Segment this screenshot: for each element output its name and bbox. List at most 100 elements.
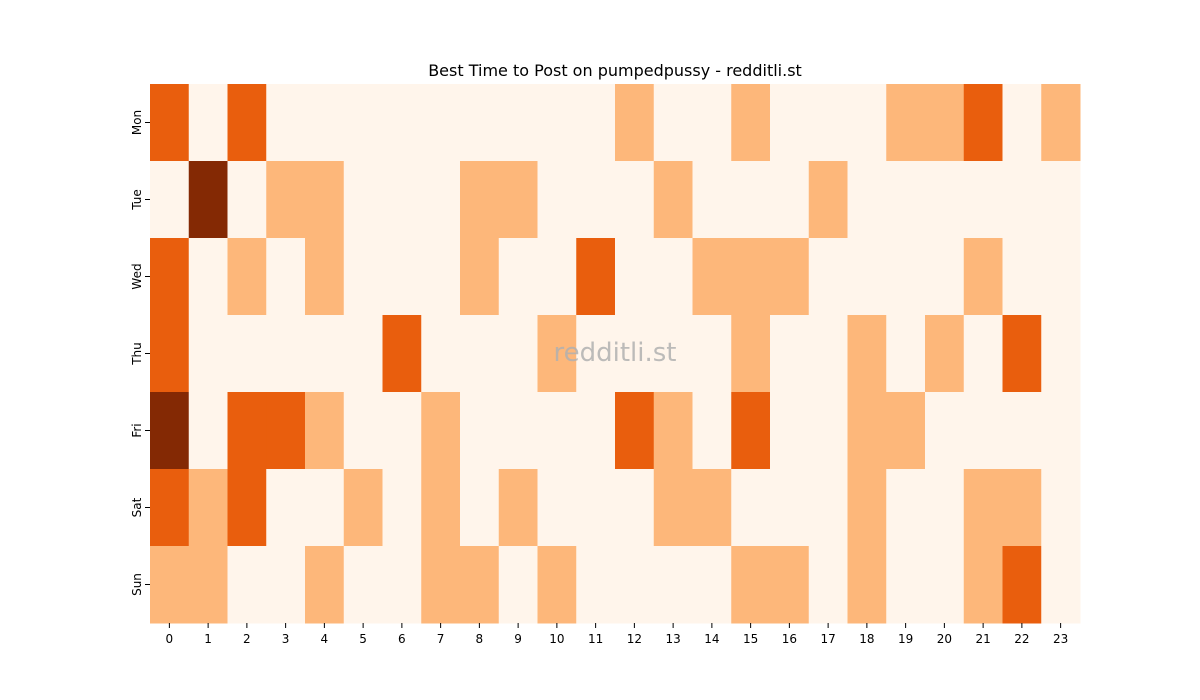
heatmap-cell: [537, 392, 577, 470]
heatmap-cell: [886, 84, 926, 162]
heatmap-cell: [343, 84, 383, 162]
heatmap-cell: [576, 238, 616, 316]
heatmap-cell: [150, 392, 190, 470]
heatmap-cell: [1041, 469, 1081, 547]
heatmap-cell: [188, 84, 228, 162]
x-tick-label: 8: [476, 632, 484, 646]
heatmap-cell: [808, 469, 848, 547]
heatmap-cell: [421, 84, 461, 162]
heatmap-cell: [653, 315, 693, 393]
heatmap-cell: [847, 161, 887, 239]
heatmap-cell: [266, 315, 306, 393]
heatmap-cell: [266, 161, 306, 239]
heatmap-cell: [343, 546, 383, 624]
heatmap-cell: [1041, 315, 1081, 393]
heatmap-cell: [460, 238, 500, 316]
heatmap-cell: [576, 161, 616, 239]
heatmap-cell: [266, 238, 306, 316]
heatmap-cell: [460, 546, 500, 624]
heatmap-cell: [382, 546, 422, 624]
x-tick-label: 2: [243, 632, 251, 646]
heatmap-cell: [692, 84, 732, 162]
heatmap-cell: [382, 238, 422, 316]
heatmap-cell: [963, 469, 1003, 547]
x-tick-label: 9: [514, 632, 522, 646]
heatmap-cell: [382, 469, 422, 547]
heatmap-cell: [576, 546, 616, 624]
x-tick-label: 0: [166, 632, 174, 646]
heatmap-cell: [1002, 161, 1042, 239]
heatmap-cell: [1002, 315, 1042, 393]
heatmap-cell: [808, 84, 848, 162]
x-tick-label: 6: [398, 632, 406, 646]
heatmap-cell: [615, 392, 655, 470]
heatmap-cell: [227, 315, 267, 393]
heatmap-cell: [886, 469, 926, 547]
heatmap-cell: [537, 469, 577, 547]
heatmap-cell: [305, 84, 345, 162]
heatmap-cell: [770, 84, 810, 162]
heatmap-cell: [498, 546, 538, 624]
heatmap-cell: [847, 84, 887, 162]
x-tick-label: 3: [282, 632, 290, 646]
heatmap-cell: [188, 161, 228, 239]
heatmap-cell: [731, 84, 771, 162]
chart-title: Best Time to Post on pumpedpussy - reddi…: [428, 61, 802, 80]
heatmap-cell: [1002, 84, 1042, 162]
heatmap-cell: [808, 315, 848, 393]
x-tick-label: 1: [204, 632, 212, 646]
heatmap-cell: [460, 469, 500, 547]
heatmap-cell: [615, 238, 655, 316]
heatmap-cell: [808, 392, 848, 470]
heatmap-cell: [227, 84, 267, 162]
heatmap-cell: [925, 315, 965, 393]
x-tick-label: 21: [975, 632, 990, 646]
heatmap-cell: [1002, 238, 1042, 316]
y-tick-label: Tue: [130, 189, 144, 211]
heatmap-cell: [150, 238, 190, 316]
heatmap-cell: [653, 238, 693, 316]
heatmap-cell: [227, 392, 267, 470]
heatmap-cell: [227, 161, 267, 239]
heatmap-cell: [1041, 238, 1081, 316]
x-tick-label: 22: [1014, 632, 1029, 646]
heatmap-cell: [692, 392, 732, 470]
x-tick-label: 18: [859, 632, 874, 646]
heatmap-cell: [770, 161, 810, 239]
heatmap-cell: [1041, 546, 1081, 624]
heatmap-cell: [925, 469, 965, 547]
heatmap-cell: [653, 392, 693, 470]
x-tick-label: 11: [588, 632, 603, 646]
heatmap-cell: [770, 392, 810, 470]
heatmap-cell: [150, 84, 190, 162]
heatmap-cell: [692, 469, 732, 547]
heatmap-cell: [537, 238, 577, 316]
heatmap-cell: [886, 315, 926, 393]
heatmap-cell: [1041, 161, 1081, 239]
heatmap-cell: [576, 315, 616, 393]
x-tick-label: 14: [704, 632, 719, 646]
heatmap-cell: [886, 546, 926, 624]
heatmap-cell: [460, 161, 500, 239]
heatmap-cell: [963, 546, 1003, 624]
heatmap-cell: [731, 469, 771, 547]
heatmap-cell: [498, 84, 538, 162]
heatmap-cell: [653, 84, 693, 162]
heatmap-cell: [188, 392, 228, 470]
heatmap-cell: [576, 84, 616, 162]
y-tick-label: Thu: [130, 342, 144, 366]
heatmap-cell: [150, 469, 190, 547]
heatmap-cell: [963, 315, 1003, 393]
x-tick-label: 5: [359, 632, 367, 646]
heatmap-cell: [925, 546, 965, 624]
heatmap-cell: [808, 546, 848, 624]
x-tick-label: 15: [743, 632, 758, 646]
heatmap-cell: [615, 84, 655, 162]
x-tick-label: 20: [937, 632, 952, 646]
heatmap-cell: [847, 392, 887, 470]
heatmap-cell: [615, 315, 655, 393]
heatmap-cell: [731, 315, 771, 393]
x-tick-label: 4: [321, 632, 329, 646]
heatmap-cell: [576, 392, 616, 470]
